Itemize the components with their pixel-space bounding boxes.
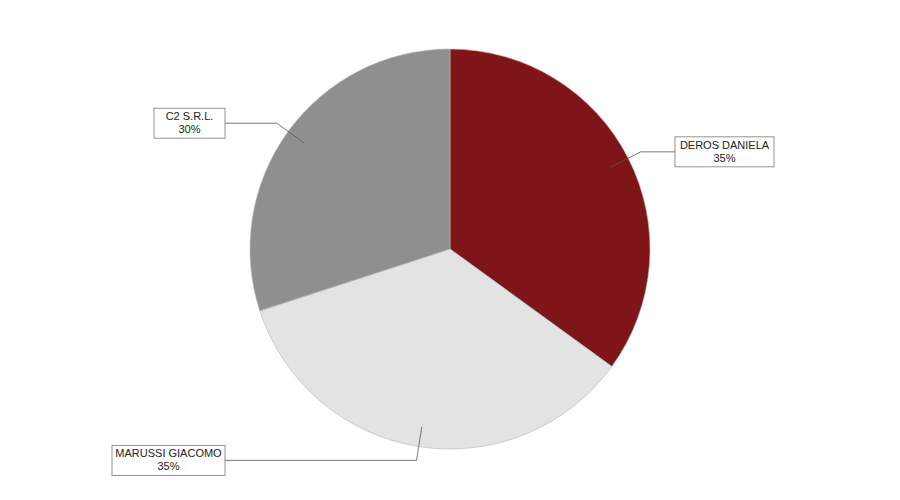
svg-text:C2 S.R.L.: C2 S.R.L. [166, 110, 214, 122]
svg-text:30%: 30% [178, 123, 200, 135]
svg-text:MARUSSI GIACOMO: MARUSSI GIACOMO [115, 447, 222, 459]
svg-text:35%: 35% [713, 152, 735, 164]
svg-text:35%: 35% [157, 460, 179, 472]
svg-text:DEROS DANIELA: DEROS DANIELA [680, 139, 770, 151]
